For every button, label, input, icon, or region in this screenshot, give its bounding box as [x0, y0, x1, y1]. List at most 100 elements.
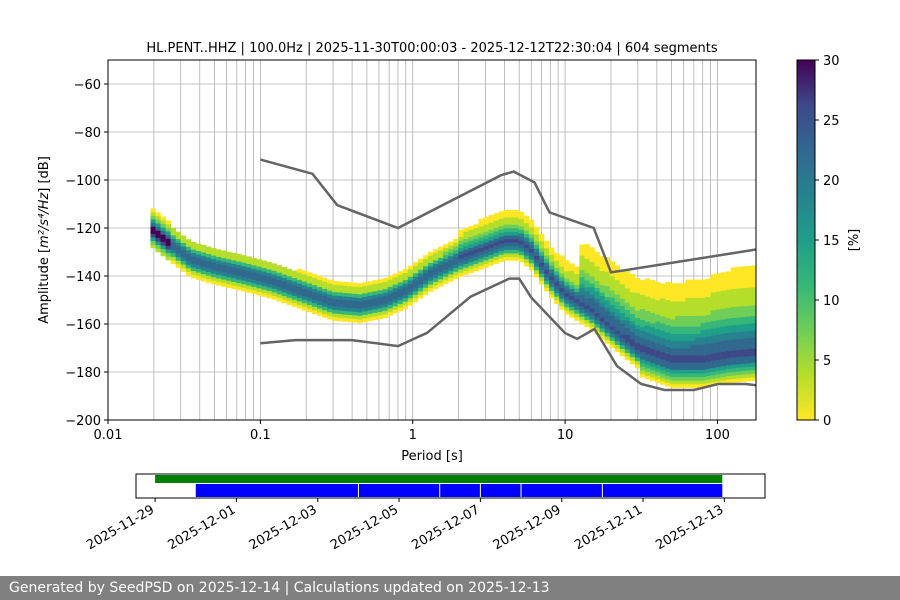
heatmap-cell [680, 380, 686, 385]
heatmap-cell [629, 292, 636, 296]
heatmap-cell [357, 297, 363, 302]
heatmap-cell [342, 317, 348, 322]
heatmap-cell [256, 273, 262, 278]
heatmap-cell [614, 276, 621, 281]
heatmap-cell [377, 279, 383, 284]
heatmap-cell [705, 311, 711, 315]
heatmap-cell [296, 283, 303, 288]
heatmap-cell [337, 292, 343, 297]
heatmap-cell [528, 241, 535, 246]
heatmap-cell [256, 280, 262, 285]
heatmap-cell [624, 331, 631, 336]
heatmap-cell [675, 358, 681, 363]
heatmap-cell [650, 305, 656, 310]
heatmap-cell [579, 244, 585, 249]
timeline-tick-label: 2025-12-11 [572, 502, 645, 553]
heatmap-cell [170, 235, 177, 239]
heatmap-cell [680, 366, 686, 370]
heatmap-cell [735, 371, 742, 376]
heatmap-cell [397, 285, 404, 290]
heatmap-cell [533, 270, 540, 274]
heatmap-cell [675, 283, 681, 288]
heatmap-cell [700, 304, 706, 309]
heatmap-cell [589, 254, 595, 259]
heatmap-cell [200, 273, 207, 278]
heatmap-cell [639, 362, 646, 367]
heatmap-cell [327, 311, 333, 316]
heatmap-cell [730, 299, 737, 304]
heatmap-cell [655, 292, 661, 297]
heatmap-cell [544, 255, 550, 260]
heatmap-cell [554, 271, 560, 276]
heatmap-cell [690, 366, 696, 370]
heatmap-cell [660, 294, 666, 299]
heatmap-cell [473, 238, 479, 243]
heatmap-cell [271, 266, 277, 271]
heatmap-cell [493, 238, 499, 243]
heatmap-cell [503, 235, 510, 240]
heatmap-cell [735, 374, 742, 379]
heatmap-cell [221, 264, 227, 269]
heatmap-cell [660, 344, 666, 349]
heatmap-cell [221, 250, 227, 255]
heatmap-cell [347, 300, 353, 305]
heatmap-cell [730, 375, 737, 380]
heatmap-cell [463, 271, 469, 275]
heatmap-cell [463, 238, 469, 243]
heatmap-cell [332, 280, 338, 285]
heatmap-cell [700, 283, 706, 288]
heatmap-cell [165, 231, 171, 236]
heatmap-cell [316, 293, 323, 298]
heatmap-cell [175, 242, 182, 247]
heatmap-cell [291, 299, 298, 304]
heatmap-cell [740, 309, 747, 314]
heatmap-cell [503, 217, 510, 222]
heatmap-cell [483, 234, 489, 239]
heatmap-cell [554, 300, 560, 304]
heatmap-cell [443, 258, 449, 263]
heatmap-cell [362, 318, 368, 323]
heatmap-cell [750, 359, 756, 363]
heatmap-cell [594, 266, 600, 271]
heatmap-cell [735, 274, 742, 278]
heatmap-cell [160, 223, 166, 228]
heatmap-cell [554, 296, 560, 301]
heatmap-cell [342, 292, 348, 297]
heatmap-cell [594, 309, 600, 314]
heatmap-cell [518, 244, 525, 248]
heatmap-cell [720, 272, 727, 277]
heatmap-cell [508, 253, 515, 258]
heatmap-cell [614, 319, 621, 324]
heatmap-cell [306, 293, 313, 298]
heatmap-cell [266, 294, 272, 299]
heatmap-cell [745, 359, 752, 364]
heatmap-cell [216, 267, 222, 272]
heatmap-cell [675, 348, 681, 352]
heatmap-cell [655, 375, 661, 380]
heatmap-cell [725, 285, 732, 290]
heatmap-cell [685, 340, 691, 345]
heatmap-cell [261, 267, 267, 272]
heatmap-cell [549, 269, 555, 273]
heatmap-cell [160, 245, 166, 250]
heatmap-cell [528, 237, 535, 242]
heatmap-cell [296, 304, 303, 309]
heatmap-cell [705, 285, 711, 290]
colorbar-tick-label: 30 [823, 54, 840, 69]
heatmap-cell [175, 231, 182, 236]
heatmap-cell [564, 281, 570, 286]
heatmap-cell [579, 280, 585, 285]
heatmap-cell [730, 281, 737, 286]
heatmap-cell [624, 305, 631, 310]
heatmap-cell [639, 373, 646, 378]
heatmap-cell [342, 310, 348, 315]
heatmap-cell [195, 268, 202, 273]
heatmap-cell [594, 312, 600, 317]
heatmap-cell [599, 284, 605, 289]
heatmap-cell [594, 255, 600, 260]
heatmap-cell [266, 272, 272, 277]
heatmap-cell [700, 380, 706, 385]
heatmap-cell [296, 301, 303, 306]
heatmap-cell [155, 230, 161, 235]
heatmap-cell [614, 323, 621, 327]
